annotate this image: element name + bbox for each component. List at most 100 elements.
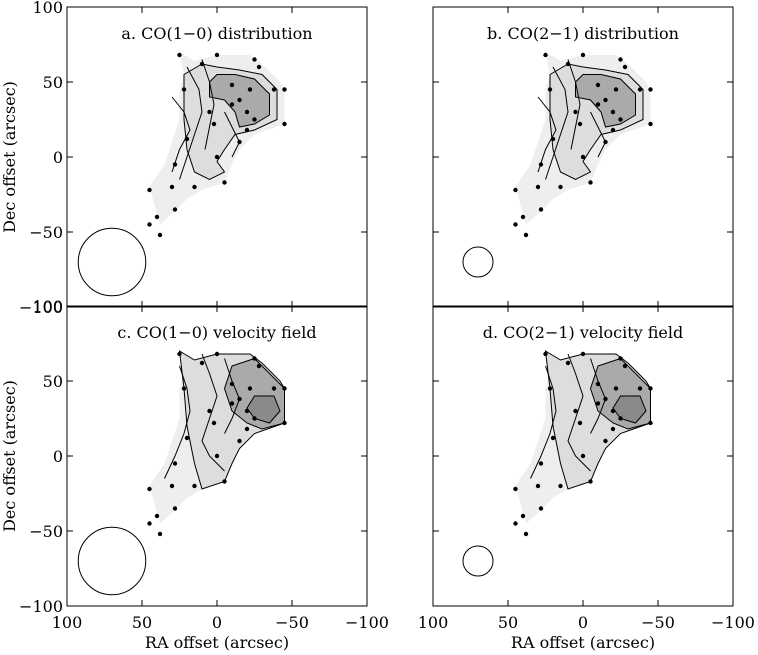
pointing-dot bbox=[580, 351, 586, 357]
pointing-dot bbox=[547, 386, 553, 391]
pointing-dot bbox=[595, 102, 601, 107]
y-tick-label: 50 bbox=[43, 372, 63, 391]
pointing-dot bbox=[610, 109, 616, 115]
x-tick-label: −100 bbox=[345, 613, 389, 632]
pointing-dot bbox=[523, 531, 529, 537]
pointing-dot bbox=[618, 356, 623, 361]
panel-a: a. CO(1−0) distribution bbox=[66, 6, 368, 308]
pointing-dot bbox=[177, 52, 182, 58]
pointing-dot bbox=[513, 486, 518, 492]
pointing-dot bbox=[244, 408, 250, 414]
pointing-dot bbox=[523, 232, 529, 238]
pointing-dot bbox=[229, 102, 235, 107]
panel-title-d: d. CO(2−1) velocity field bbox=[483, 323, 684, 342]
pointing-dot bbox=[595, 381, 601, 387]
y-tick-label: −50 bbox=[29, 522, 63, 541]
pointing-dot bbox=[282, 121, 287, 127]
beam-circle bbox=[462, 545, 494, 577]
x-tick-label: 50 bbox=[132, 613, 152, 632]
contour-line-3 bbox=[179, 66, 203, 180]
pointing-dot bbox=[252, 57, 257, 62]
pointing-dot bbox=[172, 207, 178, 212]
pointing-dot bbox=[538, 506, 544, 511]
pointing-dot bbox=[154, 214, 160, 220]
contour-line-4 bbox=[201, 59, 215, 150]
pointing-dot bbox=[222, 479, 227, 484]
pointing-dot bbox=[535, 483, 541, 489]
contour-line-5 bbox=[171, 96, 191, 173]
x-tick-label: −50 bbox=[641, 613, 675, 632]
pointing-dot bbox=[229, 401, 235, 406]
pointing-dot bbox=[169, 184, 175, 190]
beam-circle bbox=[462, 246, 494, 278]
pointing-dot bbox=[637, 386, 643, 391]
pointing-dot bbox=[214, 453, 220, 459]
pointing-dot bbox=[577, 121, 583, 127]
pointing-dot bbox=[610, 408, 616, 414]
pointing-dot bbox=[244, 109, 250, 115]
pointing-dot bbox=[256, 64, 262, 70]
pointing-dot bbox=[172, 506, 178, 511]
pointing-dot bbox=[271, 386, 277, 391]
pointing-dot bbox=[558, 483, 563, 489]
panel-title-b: b. CO(2−1) distribution bbox=[487, 24, 679, 43]
x-axis-label: RA offset (arcsec) bbox=[145, 633, 289, 652]
x-tick-label: −100 bbox=[711, 613, 755, 632]
panel-title-a: a. CO(1−0) distribution bbox=[121, 24, 312, 43]
pointing-dot bbox=[147, 187, 152, 193]
pointing-dot bbox=[211, 420, 217, 426]
y-axis-label: Dec offset (arcsec) bbox=[0, 81, 19, 233]
pointing-dot bbox=[271, 87, 277, 92]
pointing-dot bbox=[211, 121, 217, 127]
pointing-dot bbox=[229, 82, 235, 88]
contour-line-5 bbox=[164, 365, 191, 479]
pointing-dot bbox=[580, 154, 586, 160]
pointing-dot bbox=[147, 222, 152, 227]
pointing-dot bbox=[618, 117, 623, 122]
pointing-dot bbox=[547, 87, 553, 92]
pointing-dot bbox=[247, 87, 253, 92]
x-tick-label: 50 bbox=[498, 613, 518, 632]
x-tick-label: −50 bbox=[275, 613, 309, 632]
pointing-dot bbox=[192, 184, 197, 190]
x-tick-label: 0 bbox=[578, 613, 588, 632]
x-axis-label: RA offset (arcsec) bbox=[511, 633, 655, 652]
pointing-dot bbox=[573, 109, 578, 115]
pointing-dot bbox=[237, 438, 242, 444]
pointing-dot bbox=[610, 127, 616, 133]
contour-line-5 bbox=[530, 365, 557, 479]
pointing-dot bbox=[252, 117, 257, 122]
pointing-dot bbox=[172, 461, 178, 466]
pointing-dot bbox=[282, 420, 287, 426]
pointing-dot bbox=[147, 521, 152, 526]
x-tick-label: 0 bbox=[212, 613, 222, 632]
pointing-dot bbox=[603, 438, 608, 444]
pointing-dot bbox=[573, 408, 578, 414]
pointing-dot bbox=[513, 222, 518, 227]
pointing-dot bbox=[222, 180, 227, 185]
pointing-dot bbox=[181, 87, 187, 92]
pointing-dot bbox=[184, 435, 190, 441]
contour-line-4 bbox=[201, 353, 225, 472]
pointing-dot bbox=[282, 386, 287, 391]
pointing-dot bbox=[550, 136, 556, 142]
pointing-dot bbox=[244, 426, 250, 432]
y-tick-label: −100 bbox=[19, 597, 63, 616]
panel-c: c. CO(1−0) velocity field bbox=[66, 305, 368, 607]
contour-line-6 bbox=[590, 111, 607, 158]
pointing-dot bbox=[618, 57, 623, 62]
y-tick-label: −50 bbox=[29, 223, 63, 242]
pointing-dot bbox=[147, 486, 152, 492]
pointing-dot bbox=[244, 127, 250, 133]
pointing-dot bbox=[229, 381, 235, 387]
y-tick-label: 0 bbox=[53, 447, 63, 466]
pointing-dot bbox=[199, 61, 205, 67]
pointing-dot bbox=[535, 184, 541, 190]
pointing-dot bbox=[603, 97, 608, 103]
pointing-dot bbox=[169, 483, 175, 489]
y-tick-label: 50 bbox=[43, 73, 63, 92]
pointing-dot bbox=[157, 232, 163, 238]
pointing-dot bbox=[237, 396, 242, 402]
pointing-dot bbox=[558, 184, 563, 190]
